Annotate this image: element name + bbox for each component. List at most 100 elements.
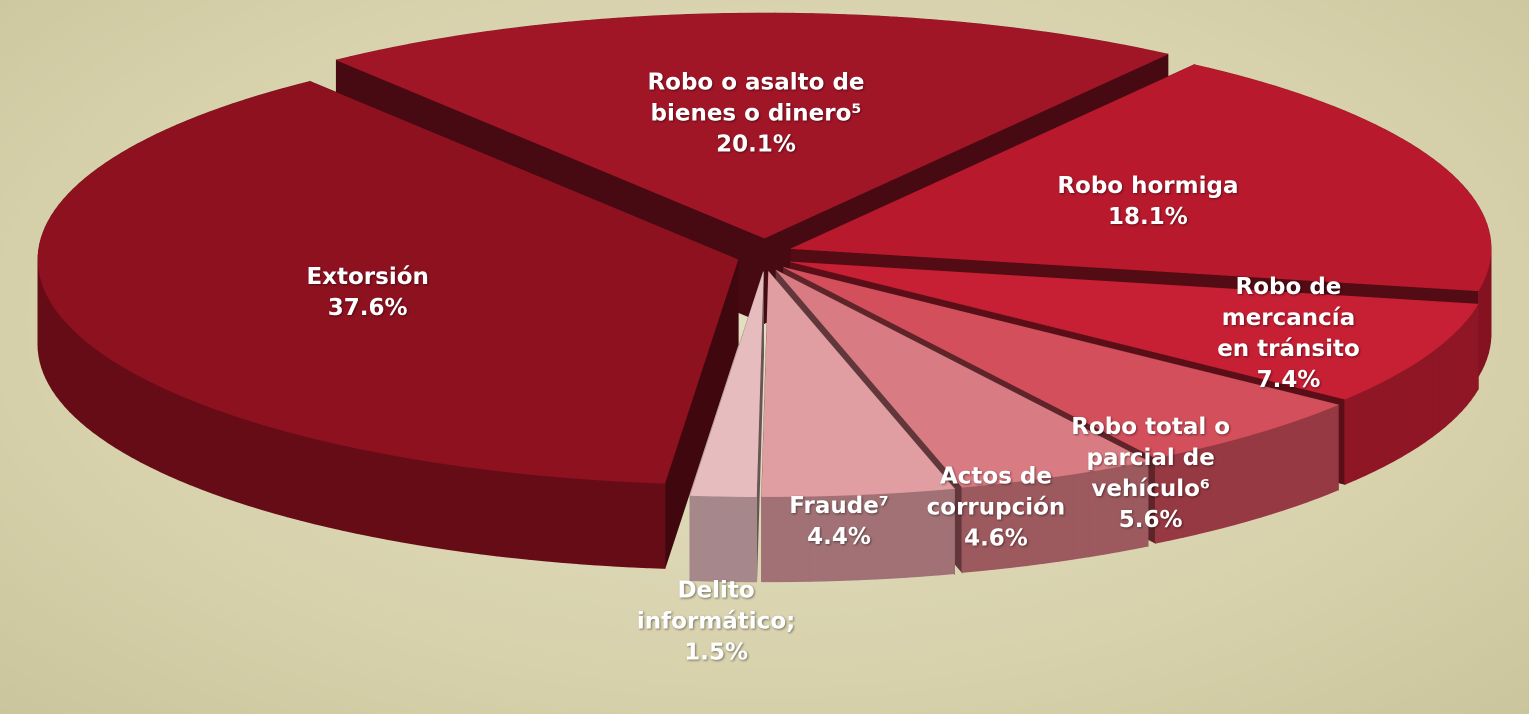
slice-side bbox=[447, 463, 465, 553]
slice-side bbox=[1438, 340, 1446, 433]
slice-side bbox=[59, 314, 66, 408]
slice-side bbox=[416, 458, 434, 548]
slice-side bbox=[1344, 394, 1356, 486]
slice-side bbox=[327, 441, 344, 531]
slice-side bbox=[722, 495, 741, 583]
value-label: 1.5% bbox=[684, 639, 748, 666]
slice-side bbox=[689, 495, 708, 582]
slice-side bbox=[1294, 416, 1308, 507]
slice-side bbox=[224, 411, 238, 503]
slice-side bbox=[1392, 370, 1403, 463]
slice-side bbox=[1470, 307, 1476, 402]
value-label: 20.1% bbox=[716, 131, 796, 158]
slice-side bbox=[86, 341, 94, 434]
slice-side bbox=[562, 476, 580, 565]
slice-label: Robo hormiga 18.1% bbox=[1018, 171, 1278, 233]
pie-slice bbox=[761, 271, 955, 497]
slice-side bbox=[371, 450, 388, 540]
slice-side bbox=[80, 335, 88, 429]
slice-side bbox=[99, 351, 109, 444]
slice-side bbox=[179, 394, 192, 486]
slice-label: Extorsión 37.6% bbox=[238, 262, 498, 324]
value-label: 7.4% bbox=[1256, 366, 1321, 393]
category-label: Robo de mercancía en tránsito bbox=[1217, 273, 1360, 362]
slice-label: Delito informático; 1.5% bbox=[631, 575, 801, 668]
slice-side bbox=[401, 456, 418, 546]
category-label: Robo hormiga bbox=[1057, 173, 1239, 200]
slice-side bbox=[1456, 324, 1463, 418]
slice-side bbox=[260, 423, 275, 514]
slice-side bbox=[647, 482, 666, 569]
slice-side bbox=[190, 399, 203, 490]
slice-side bbox=[212, 407, 226, 499]
slice-label: Robo o asalto de bienes o dinero⁵ 20.1% bbox=[626, 68, 886, 161]
slice-side bbox=[512, 472, 530, 560]
slice-side bbox=[612, 480, 631, 568]
category-label: Fraude⁷ bbox=[789, 493, 889, 520]
pie-slice bbox=[37, 81, 739, 484]
slice-side bbox=[1409, 360, 1419, 453]
value-label: 18.1% bbox=[1108, 204, 1188, 231]
slice-side bbox=[236, 415, 250, 507]
slice-side bbox=[1374, 380, 1385, 472]
slice-side bbox=[1461, 318, 1468, 412]
category-label: Robo total o parcial de vehículo⁶ bbox=[1071, 413, 1231, 502]
slice-side bbox=[313, 438, 329, 528]
slice-label: Robo total o parcial de vehículo⁶ 5.6% bbox=[1066, 412, 1236, 536]
slice-side bbox=[1283, 420, 1296, 511]
pie-slice bbox=[790, 64, 1492, 292]
category-label: Extorsión bbox=[306, 264, 429, 291]
slice-side bbox=[706, 495, 724, 582]
slice-side bbox=[1271, 424, 1285, 515]
slice-side bbox=[107, 356, 116, 449]
slice-side bbox=[495, 470, 514, 559]
slice-side bbox=[1235, 435, 1249, 525]
slice-side bbox=[386, 453, 403, 543]
pie-slice bbox=[776, 270, 1149, 488]
slice-side bbox=[1259, 427, 1273, 518]
slice-side bbox=[64, 319, 71, 413]
slice-side bbox=[131, 371, 142, 463]
slice-side bbox=[432, 461, 449, 550]
slice-side bbox=[595, 479, 614, 567]
value-label: 37.6% bbox=[327, 295, 408, 322]
value-label: 4.6% bbox=[964, 525, 1028, 552]
slice-side bbox=[528, 473, 547, 562]
slice-side bbox=[545, 475, 564, 563]
slice-side bbox=[578, 478, 597, 566]
slice-side bbox=[273, 427, 288, 518]
slice-side bbox=[69, 325, 76, 418]
slice-side bbox=[1431, 345, 1440, 438]
slice-side bbox=[300, 434, 315, 525]
slice-side bbox=[1444, 335, 1452, 428]
slice-side bbox=[1417, 355, 1426, 448]
pie-slice bbox=[335, 12, 1169, 239]
slice-side bbox=[1354, 389, 1366, 481]
slice-side bbox=[114, 361, 125, 454]
slice-side bbox=[92, 346, 101, 439]
slice-side bbox=[479, 468, 497, 557]
slice-side bbox=[55, 308, 61, 403]
slice-side bbox=[1424, 350, 1433, 443]
category-label: Robo o asalto de bienes o dinero⁵ bbox=[647, 69, 865, 127]
value-label: 5.6% bbox=[1118, 506, 1183, 533]
slice-label: Actos de corrupción 4.6% bbox=[911, 461, 1081, 554]
pie-slice bbox=[790, 261, 1479, 400]
slice-side bbox=[248, 419, 262, 511]
slice-side bbox=[169, 390, 181, 482]
slice-side bbox=[629, 481, 649, 569]
slice-side bbox=[1478, 283, 1483, 378]
slice-side bbox=[342, 444, 358, 534]
slice-side bbox=[51, 303, 57, 397]
slice-side bbox=[159, 385, 171, 477]
slice-label: Fraude⁷ 4.4% bbox=[754, 491, 924, 553]
slice-side bbox=[1450, 329, 1458, 423]
slice-side bbox=[1364, 384, 1376, 477]
slice-side bbox=[140, 376, 151, 468]
slice-side bbox=[201, 403, 214, 495]
slice-side bbox=[74, 330, 82, 424]
slice-side bbox=[1306, 412, 1318, 503]
slice-side bbox=[1383, 375, 1394, 467]
